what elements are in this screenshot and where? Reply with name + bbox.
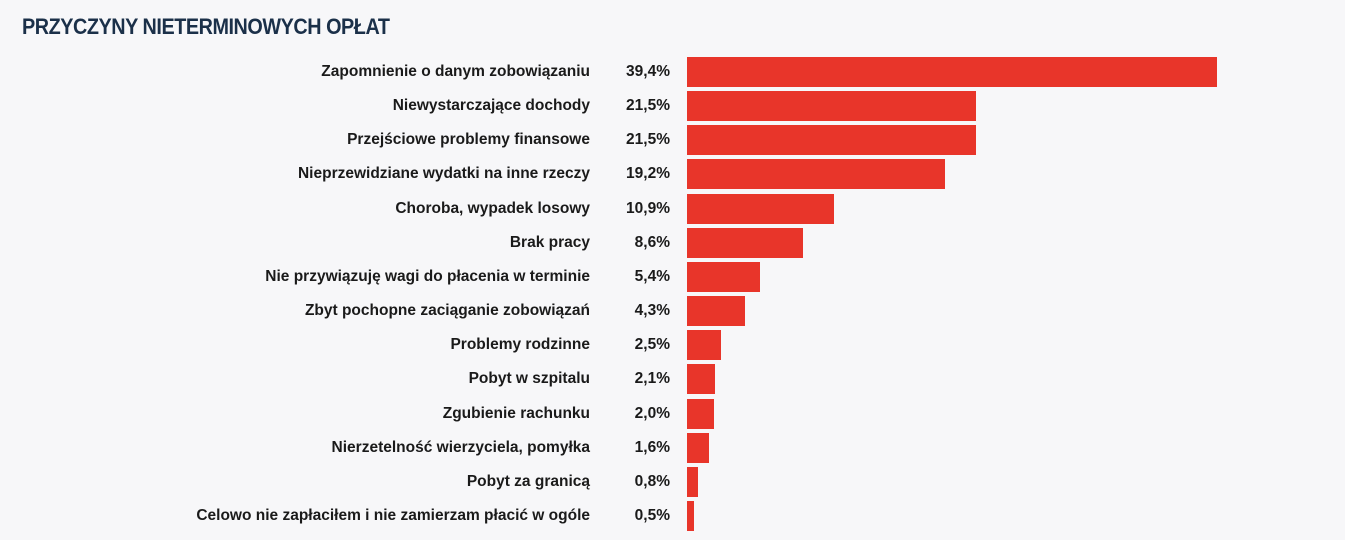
- category-label: Nie przywiązuję wagi do płacenia w termi…: [265, 267, 590, 285]
- data-label: 21,5%: [626, 97, 670, 115]
- data-label: 0,5%: [634, 506, 670, 524]
- category-label: Brak pracy: [509, 233, 590, 251]
- data-label: 2,5%: [634, 336, 670, 354]
- bar: [687, 364, 716, 395]
- bar: [687, 330, 721, 361]
- category-label: Pobyt w szpitalu: [468, 370, 590, 388]
- data-label: 39,4%: [626, 63, 670, 80]
- bar: [687, 159, 946, 190]
- category-label: Niewystarczające dochody: [392, 97, 590, 115]
- data-label: 19,2%: [626, 165, 670, 183]
- bar: [687, 466, 698, 497]
- bar: [687, 227, 803, 258]
- chart-title: PRZYCZYNY NIETERMINOWYCH OPŁAT: [22, 14, 390, 39]
- bar: [687, 296, 745, 327]
- bar: [687, 500, 694, 531]
- data-label: 8,6%: [634, 233, 670, 251]
- category-label: Celowo nie zapłaciłem i nie zamierzam pł…: [196, 506, 590, 524]
- bar: [687, 398, 714, 429]
- bar: [687, 57, 1217, 87]
- data-label: 1,6%: [634, 438, 670, 456]
- bar: [687, 193, 834, 224]
- bar: [687, 432, 709, 463]
- data-label: 21,5%: [626, 131, 670, 149]
- bar: [687, 125, 977, 156]
- category-label: Zapomnienie o danym zobowiązaniu: [321, 63, 590, 80]
- category-label: Zgubienie rachunku: [442, 404, 590, 422]
- data-label: 2,1%: [634, 370, 670, 388]
- category-label: Pobyt za granicą: [466, 472, 590, 490]
- category-label: Problemy rodzinne: [450, 336, 590, 354]
- data-label: 0,8%: [634, 472, 670, 490]
- data-label: 10,9%: [626, 199, 670, 217]
- data-label: 5,4%: [634, 267, 670, 285]
- category-label: Nierzetelność wierzyciela, pomyłka: [331, 438, 590, 456]
- data-label: 2,0%: [634, 404, 670, 422]
- bar: [687, 91, 977, 122]
- category-label: Zbyt pochopne zaciąganie zobowiązań: [304, 302, 590, 320]
- category-label: Nieprzewidziane wydatki na inne rzeczy: [297, 165, 590, 183]
- category-label: Choroba, wypadek losowy: [395, 199, 590, 217]
- data-label: 4,3%: [634, 302, 670, 320]
- category-label: Przejściowe problemy finansowe: [347, 131, 590, 149]
- bar: [687, 261, 760, 292]
